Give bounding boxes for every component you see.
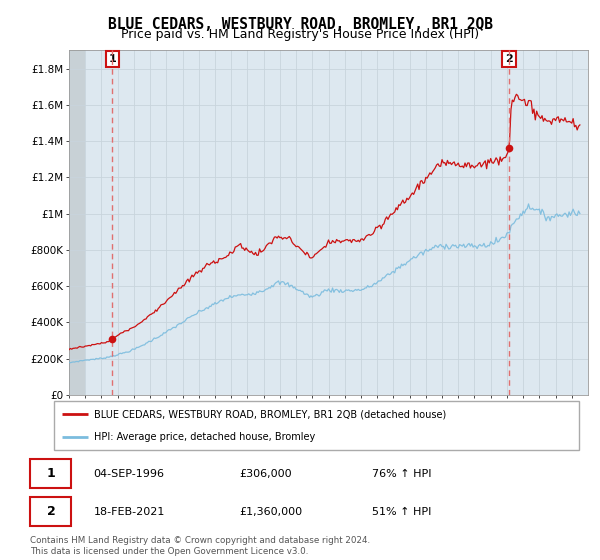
FancyBboxPatch shape (30, 497, 71, 526)
Text: 51% ↑ HPI: 51% ↑ HPI (372, 507, 431, 517)
Text: HPI: Average price, detached house, Bromley: HPI: Average price, detached house, Brom… (94, 432, 315, 442)
FancyBboxPatch shape (30, 459, 71, 488)
Text: 04-SEP-1996: 04-SEP-1996 (94, 469, 164, 479)
Text: BLUE CEDARS, WESTBURY ROAD, BROMLEY, BR1 2QB: BLUE CEDARS, WESTBURY ROAD, BROMLEY, BR1… (107, 17, 493, 32)
Text: 76% ↑ HPI: 76% ↑ HPI (372, 469, 432, 479)
Text: 1: 1 (47, 468, 55, 480)
Text: 2: 2 (505, 54, 513, 64)
Text: 18-FEB-2021: 18-FEB-2021 (94, 507, 165, 517)
Text: 1: 1 (109, 54, 116, 64)
Text: £1,360,000: £1,360,000 (240, 507, 303, 517)
Text: BLUE CEDARS, WESTBURY ROAD, BROMLEY, BR1 2QB (detached house): BLUE CEDARS, WESTBURY ROAD, BROMLEY, BR1… (94, 409, 446, 419)
Text: Contains HM Land Registry data © Crown copyright and database right 2024.
This d: Contains HM Land Registry data © Crown c… (30, 536, 370, 556)
Text: 2: 2 (47, 505, 55, 518)
Bar (69, 50, 85, 395)
Text: Price paid vs. HM Land Registry's House Price Index (HPI): Price paid vs. HM Land Registry's House … (121, 28, 479, 41)
Bar (69, 50, 85, 395)
Text: £306,000: £306,000 (240, 469, 292, 479)
FancyBboxPatch shape (54, 402, 580, 450)
